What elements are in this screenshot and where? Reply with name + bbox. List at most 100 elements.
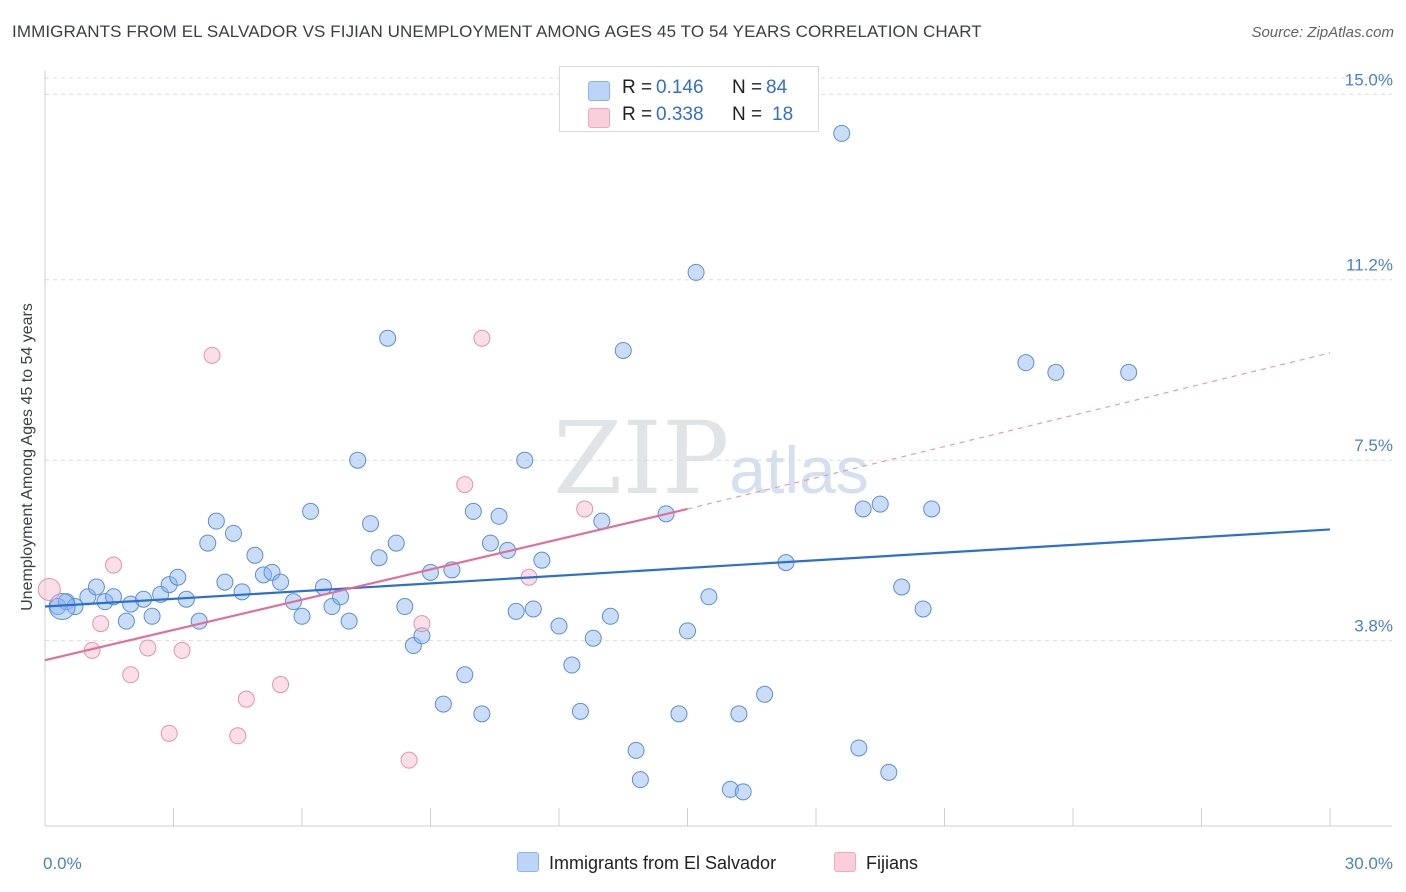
el-salvador-point xyxy=(143,607,161,625)
el-salvador-point xyxy=(323,598,341,616)
el-salvador-point xyxy=(571,702,589,720)
fijian-point xyxy=(400,751,418,769)
el-salvador-point xyxy=(584,629,602,647)
el-salvador-point xyxy=(516,451,534,469)
el-salvador-point xyxy=(627,741,645,759)
x-tick-label: 30.0% xyxy=(1345,854,1393,873)
fijian-point xyxy=(105,556,123,574)
el-salvador-point xyxy=(169,568,187,586)
y-tick-label: 3.8% xyxy=(1354,617,1393,636)
legend-swatch-pink xyxy=(588,108,610,128)
el-salvador-point xyxy=(1017,354,1035,372)
el-salvador-point xyxy=(756,685,774,703)
el-salvador-point xyxy=(850,739,868,757)
el-salvador-point xyxy=(730,705,748,723)
el-salvador-point xyxy=(670,705,688,723)
fijian-point xyxy=(92,615,110,633)
fijian-point xyxy=(122,666,140,684)
el-salvador-point xyxy=(833,124,851,142)
bottom-legend-swatch-pink xyxy=(834,852,856,872)
fijian-point xyxy=(173,641,191,659)
el-salvador-point xyxy=(507,602,525,620)
el-salvador-point xyxy=(854,500,872,518)
el-salvador-point xyxy=(216,573,234,591)
fijian-trend-line xyxy=(44,507,688,662)
el-salvador-point xyxy=(105,588,123,606)
el-salvador-point xyxy=(387,534,405,552)
el-salvador-point xyxy=(893,578,911,596)
el-salvador-point xyxy=(233,583,251,601)
el-salvador-point xyxy=(263,563,281,581)
x-tick-label: 0.0% xyxy=(43,854,82,873)
el-salvador-point xyxy=(404,637,422,655)
el-salvador-point xyxy=(246,546,264,564)
chart-title: IMMIGRANTS FROM EL SALVADOR VS FIJIAN UN… xyxy=(12,22,982,41)
el-salvador-point xyxy=(302,502,320,520)
fijian-point xyxy=(473,329,491,347)
fijian-trend-extension xyxy=(687,352,1331,510)
el-salvador-point xyxy=(563,656,581,674)
el-salvador-point xyxy=(481,534,499,552)
el-salvador-point xyxy=(601,607,619,625)
el-salvador-point xyxy=(434,695,452,713)
fijian-point xyxy=(413,615,431,633)
el-salvador-point xyxy=(1047,363,1065,381)
el-salvador-point xyxy=(490,507,508,525)
el-salvador-point xyxy=(1120,363,1138,381)
el-salvador-point xyxy=(224,524,242,542)
el-salvador-point xyxy=(370,549,388,567)
el-salvador-point xyxy=(631,771,649,789)
el-salvador-point xyxy=(473,705,491,723)
fijian-point xyxy=(160,724,178,742)
el-salvador-point xyxy=(160,576,178,594)
el-salvador-point xyxy=(362,515,380,533)
el-salvador-point xyxy=(679,622,696,640)
fijian-point xyxy=(139,639,157,657)
el-salvador-point xyxy=(396,598,414,616)
el-salvador-point xyxy=(190,612,208,630)
legend-swatch-blue xyxy=(588,81,610,101)
el-salvador-point xyxy=(687,263,705,281)
el-salvador-point xyxy=(349,451,367,469)
el-salvador-point xyxy=(207,512,225,530)
el-salvador-point xyxy=(422,563,439,581)
el-salvador-point xyxy=(413,627,431,645)
el-salvador-point xyxy=(340,612,358,630)
fijian-point xyxy=(229,727,247,745)
el-salvador-point xyxy=(379,329,397,347)
el-salvador-point xyxy=(464,502,482,520)
y-tick-label: 15.0% xyxy=(1345,70,1393,89)
bottom-legend-swatch-blue xyxy=(517,852,539,872)
el-salvador-point xyxy=(880,763,898,781)
fijian-point xyxy=(203,346,221,364)
bottom-legend-fijians: Fijians xyxy=(834,852,918,874)
fijian-point xyxy=(237,690,255,708)
el-salvador-point xyxy=(87,578,105,596)
el-salvador-point xyxy=(533,551,551,569)
chart-source: Source: ZipAtlas.com xyxy=(1251,24,1394,41)
el-salvador-point xyxy=(524,600,542,618)
el-salvador-point xyxy=(550,617,568,635)
el-salvador-point xyxy=(914,600,932,618)
el-salvador-point xyxy=(293,607,311,625)
y-tick-label: 11.2% xyxy=(1346,256,1393,275)
el-salvador-point xyxy=(614,341,632,359)
fijian-point xyxy=(272,676,290,694)
fijian-point xyxy=(37,577,61,601)
fijian-point xyxy=(576,500,594,518)
el-salvador-point xyxy=(272,573,290,591)
el-salvador-point xyxy=(734,783,752,801)
legend: R = 0.146 N = 84 R = 0.338 N = 18 xyxy=(559,66,819,132)
el-salvador-point xyxy=(721,780,739,798)
el-salvador-point xyxy=(700,588,718,606)
el-salvador-point xyxy=(117,612,135,630)
fijian-point xyxy=(456,476,474,494)
bottom-legend-el-salvador: Immigrants from El Salvador xyxy=(517,852,776,874)
el-salvador-trend-line xyxy=(44,528,1331,608)
el-salvador-point xyxy=(199,534,217,552)
el-salvador-point xyxy=(456,666,474,684)
el-salvador-point xyxy=(923,500,941,518)
el-salvador-point xyxy=(871,495,889,513)
y-tick-label: 7.5% xyxy=(1354,436,1393,455)
